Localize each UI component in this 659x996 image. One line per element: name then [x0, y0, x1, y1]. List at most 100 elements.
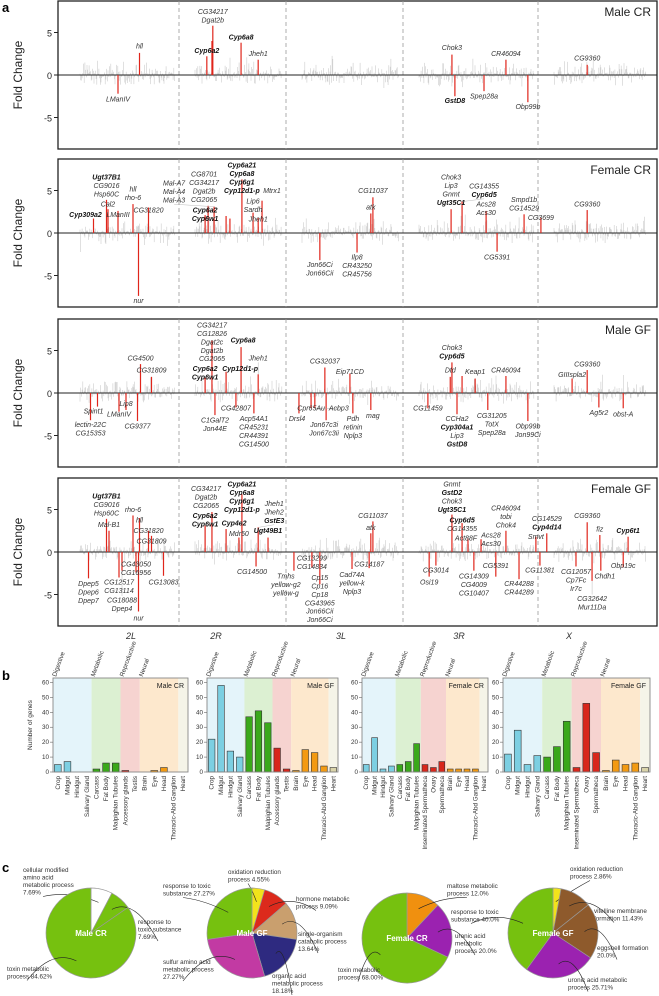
gene-label: CG31205 [477, 413, 507, 420]
gene-label: Cyp6w1 [192, 522, 219, 529]
slice-label-line: 27.27% [163, 974, 185, 981]
gene-label: lectin-22C [75, 422, 107, 429]
category-label: Head [464, 776, 471, 792]
category-label: Heart [180, 776, 187, 792]
gene-label: CG13114 [104, 588, 134, 595]
gene-label: CG15353 [76, 431, 106, 438]
tissue-group-label: Digestive [360, 650, 376, 677]
gene-label: Drsl4 [289, 416, 305, 423]
significant-gene-bars [87, 494, 629, 612]
gene-label: CG34217 [197, 323, 228, 330]
leader-line [555, 880, 591, 902]
gene-label: CG9360 [574, 513, 600, 520]
y-tick-label: 20 [196, 739, 204, 746]
gene-label: Lip6 [246, 199, 259, 206]
gene-label: Chok3 [442, 498, 462, 505]
gene-label: Tmhs [277, 574, 295, 581]
gene-label: Ugt37B1 [92, 494, 121, 501]
category-label: Brain [447, 776, 454, 791]
pie-slice [207, 932, 266, 979]
y-tick-label: 50 [492, 694, 500, 701]
gene-label: Cyp6t1 [616, 528, 639, 535]
gene-label: Osi19 [420, 580, 438, 587]
tissue-group-band [120, 678, 140, 772]
slice-label-line: single-organism [298, 931, 342, 938]
gene-label: CG2065 [199, 356, 225, 363]
gene-label: Mal-A7 [163, 181, 186, 188]
tissue-group-band [53, 678, 92, 772]
gene-label: Chdh1 [594, 574, 615, 581]
label-leaders [174, 198, 485, 207]
y-tick-label: 40 [196, 709, 204, 716]
tissue-bar [641, 767, 649, 773]
gene-label: CG43965 [305, 600, 335, 607]
gene-label: CG9016 [93, 502, 119, 509]
category-label: Hindgut [525, 776, 532, 798]
gene-label: CR45231 [239, 425, 269, 432]
gene-label: CR44289 [504, 590, 534, 597]
gene-label: CG31820 [134, 528, 164, 535]
slice-label-line: process 20.0% [455, 948, 497, 955]
category-label: Salivary Gland [237, 776, 244, 817]
category-label: Fat Body [554, 775, 561, 801]
gene-label: Mal-B1 [98, 522, 120, 529]
gene-label: retinin [343, 425, 362, 432]
chromosome-label: 3L [336, 631, 346, 641]
chromosome-label: 2R [209, 631, 222, 641]
slice-label-line: organic acid [272, 973, 306, 980]
leader-line [182, 897, 229, 913]
gene-label: Dtd [445, 368, 457, 375]
slice-label: vitelline membrane formation 11.43% [594, 908, 647, 923]
leader-line [282, 921, 319, 954]
gene-label: CG42807 [221, 406, 252, 413]
tissue-group-band [640, 678, 650, 772]
gene-label: atk [366, 205, 376, 212]
gene-label: Mtrx1 [263, 188, 281, 195]
gene-label: CG9377 [124, 424, 151, 431]
gene-label: CG10407 [459, 590, 490, 597]
gene-label: GstD2 [442, 490, 463, 497]
gene-label: CG14355 [469, 184, 499, 191]
label-leader-line [258, 524, 275, 528]
gene-label: CG34217 [191, 486, 222, 493]
tissue-bar [553, 746, 561, 773]
gene-label: CG18088 [107, 598, 137, 605]
significant-gene-bars [89, 340, 624, 422]
gene-label: Cp15 [311, 575, 328, 582]
gene-label: Mal-A4 [163, 189, 185, 196]
y-tick-label: 50 [196, 694, 204, 701]
gene-label: Dgat2b [201, 348, 224, 355]
gene-label: Cp7Fc [566, 578, 587, 585]
gene-label: CG3699 [528, 215, 554, 222]
slice-label-line: toxic substance [138, 927, 182, 934]
gene-label: Obp19c [611, 563, 636, 570]
gene-label: Eip71CD [336, 369, 364, 376]
tissue-group-label: Digestive [205, 650, 221, 677]
slice-label: sulfur amino acid metabolic process 27.27% [163, 959, 214, 981]
gene-label: Jon66Cii [305, 271, 334, 278]
slice-label-line: cellular modified [23, 867, 69, 874]
gene-label: atk [366, 525, 376, 532]
y-tick-label: 60 [42, 679, 50, 686]
gene-label: yellow-g2 [270, 582, 301, 589]
y-tick-label: 10 [196, 754, 204, 761]
chart-frame [206, 677, 339, 773]
gene-label: Jon66Ci [306, 617, 333, 624]
gene-label: Cyp6a8 [229, 171, 254, 178]
significant-gene-bars [92, 179, 588, 296]
tissue-bar [264, 722, 272, 773]
tissue-group-label: Metabolic [541, 650, 557, 678]
gene-label: Nplp3 [343, 589, 361, 596]
tissue-chart-male-cr: Digestive Metabolic Reproductive Neural Crop… [42, 640, 189, 840]
gene-label: CG9016 [93, 183, 119, 190]
category-label: Carcass [93, 776, 100, 799]
gene-label: CR46094 [491, 506, 521, 513]
slice-label: maltose metabolic process 12.0% [447, 883, 498, 898]
gene-label: hll [129, 187, 136, 194]
slice-label-line: metabolic process [272, 981, 323, 988]
tissue-group-band [178, 678, 188, 772]
panel-letter-a: a [2, 0, 10, 15]
gene-label: CG13083 [149, 580, 179, 587]
tissue-bar [562, 720, 571, 773]
